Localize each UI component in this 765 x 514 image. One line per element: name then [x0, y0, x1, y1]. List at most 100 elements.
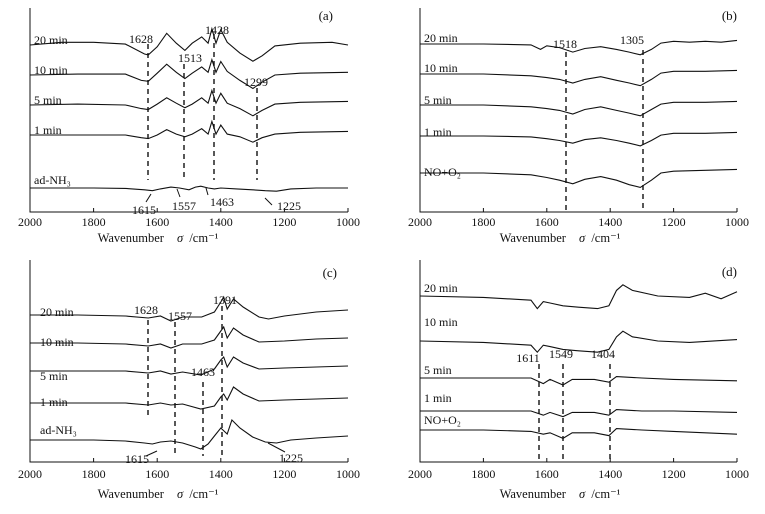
panel-a-annot-1557: 1557	[172, 199, 196, 213]
panel-d-xlabel-unit: /cm⁻¹	[591, 487, 620, 501]
panel-b-series-line	[420, 168, 738, 188]
panel-b-annot-1518: 1518	[553, 37, 577, 51]
panel-d-series-line	[420, 428, 738, 440]
panel-a-series-name: 1 min	[34, 123, 62, 137]
panel-a-annot-1615: 1615	[132, 203, 156, 217]
panel-d-series-line	[419, 330, 738, 354]
panel-a-series-name: 5 min	[34, 93, 62, 107]
panel-c-x-ticks: 2000 1800 1600 1400 1200 1000	[18, 458, 360, 481]
panel-c-tick-label: 2000	[18, 467, 42, 481]
panel-d-series-line	[419, 284, 738, 310]
panel-b-tick-label: 1200	[662, 215, 686, 229]
panel-d-series-line	[420, 376, 738, 386]
panel-d-xlabel-symbol: σ	[579, 487, 586, 501]
panel-a-label: (a)	[319, 8, 333, 23]
panel-a-series-name: ad-NH₃	[34, 173, 71, 187]
panel-a-annot-1428: 1428	[205, 23, 229, 37]
panel-c-axis	[29, 260, 348, 463]
panel-d-tick-label: 1600	[535, 467, 559, 481]
panel-a-axis	[29, 8, 348, 213]
panel-c-xlabel: Wavenumber σ /cm⁻¹	[98, 487, 219, 501]
panel-d-series-names: 20 min 10 min 5 min 1 min NO+O₂	[424, 281, 461, 427]
panel-a-series-names: 20 min 10 min 5 min 1 min ad-NH₃	[34, 33, 71, 187]
panel-d-tick-label: 1000	[725, 467, 749, 481]
panel-a-annot-1463: 1463	[210, 195, 234, 209]
panel-c-series-name: 1 min	[40, 395, 68, 409]
panel-d-series-name: 20 min	[424, 281, 458, 295]
panel-a-annot-1299: 1299	[244, 75, 268, 89]
panel-b-tick-label: 1000	[725, 215, 749, 229]
panel-c-series-name: 10 min	[40, 335, 74, 349]
panel-a-tick-label: 1000	[336, 215, 360, 229]
panel-b-series-name: NO+O₂	[424, 165, 461, 179]
panel-c-series-name: 20 min	[40, 305, 74, 319]
panel-c-annot-1463: 1463	[191, 365, 215, 379]
panel-a-tick-label: 1200	[272, 215, 296, 229]
panel-a-xlabel-text: Wavenumber	[98, 231, 165, 245]
panel-d-xlabel-text: Wavenumber	[500, 487, 567, 501]
panel-d: 2000 1800 1600 1400 1200 1000 (d) 20 min 10 mi…	[408, 260, 749, 501]
panel-b-label: (b)	[722, 8, 737, 23]
panel-a-series-line	[30, 185, 348, 192]
panel-c-annot-1628: 1628	[134, 303, 158, 317]
panel-c-tick-label: 1200	[272, 467, 296, 481]
panel-c-series-line	[30, 418, 349, 450]
panel-d-tick-label: 1800	[471, 467, 495, 481]
panel-d-annot-1611: 1611	[516, 351, 540, 365]
panel-b-xlabel: Wavenumber σ /cm⁻¹	[500, 231, 621, 245]
panel-c-annot-1557: 1557	[168, 309, 192, 323]
panel-d-xlabel: Wavenumber σ /cm⁻¹	[500, 487, 621, 501]
panel-b-series-line	[420, 39, 738, 56]
panel-d-curves	[419, 284, 738, 440]
panel-c-series-line	[30, 295, 349, 322]
panel-a-annot-1628: 1628	[129, 32, 153, 46]
panel-b-series-line	[420, 69, 738, 87]
panel-c-tick-label: 1400	[209, 467, 233, 481]
panel-d-series-name: NO+O₂	[424, 413, 461, 427]
panel-a-tick-label: 1400	[209, 215, 233, 229]
panel-a-curves	[29, 26, 349, 192]
panel-a-tick-label: 2000	[18, 215, 42, 229]
panel-b-series-name: 10 min	[424, 61, 458, 75]
panel-c-arrow-1225	[267, 442, 286, 453]
panel-a-series-line	[29, 57, 349, 90]
panel-a-arrow-1463	[205, 187, 209, 196]
panel-a-arrow-1225	[264, 197, 273, 206]
panel-a-tick-label: 1600	[145, 215, 169, 229]
panel-c-series-line	[30, 355, 349, 376]
panel-d-series-name: 5 min	[424, 363, 452, 377]
panel-a-tick-label: 1800	[82, 215, 106, 229]
panel-b-curves	[420, 39, 738, 188]
panel-b-xlabel-text: Wavenumber	[500, 231, 567, 245]
panel-c: 2000 1800 1600 1400 1200 1000 (c) 20 min 10 mi…	[18, 260, 360, 501]
panel-d-annot-1549: 1549	[549, 347, 573, 361]
panel-c-annot-1391: 1391	[213, 293, 237, 307]
panel-c-arrow-1615	[145, 450, 158, 457]
panel-c-series-name: 5 min	[40, 369, 68, 383]
panel-c-tick-label: 1800	[82, 467, 106, 481]
panel-b-series-names: 20 min 10 min 5 min 1 min NO+O₂	[424, 31, 461, 179]
panel-a-series-name: 20 min	[34, 33, 68, 47]
panel-c-series-line	[30, 386, 349, 410]
panel-b-tick-label: 1800	[471, 215, 495, 229]
panel-c-xlabel-unit: /cm⁻¹	[189, 487, 218, 501]
panel-b-series-line	[420, 131, 738, 147]
panel-d-series-line	[420, 409, 738, 418]
panel-b-annot-1305: 1305	[620, 33, 644, 47]
panel-a-series-line	[30, 119, 349, 143]
panel-b-series-line	[420, 100, 738, 117]
panel-b-tick-label: 1400	[598, 215, 622, 229]
panel-c-xlabel-symbol: σ	[177, 487, 184, 501]
panel-a-series-name: 10 min	[34, 63, 68, 77]
panel-a-arrow-1557	[176, 188, 181, 198]
panel-a-annot-1225: 1225	[277, 199, 301, 213]
panel-a-annot-1513: 1513	[178, 51, 202, 65]
panel-b-series-name: 1 min	[424, 125, 452, 139]
panel-c-series-names: 20 min 10 min 5 min 1 min ad-NH₃	[40, 305, 77, 437]
panel-c-xlabel-text: Wavenumber	[98, 487, 165, 501]
panel-a-xlabel-unit: /cm⁻¹	[189, 231, 218, 245]
panel-c-series-name: ad-NH₃	[40, 423, 77, 437]
panel-d-label: (d)	[722, 264, 737, 279]
panel-d-tick-label: 1200	[662, 467, 686, 481]
